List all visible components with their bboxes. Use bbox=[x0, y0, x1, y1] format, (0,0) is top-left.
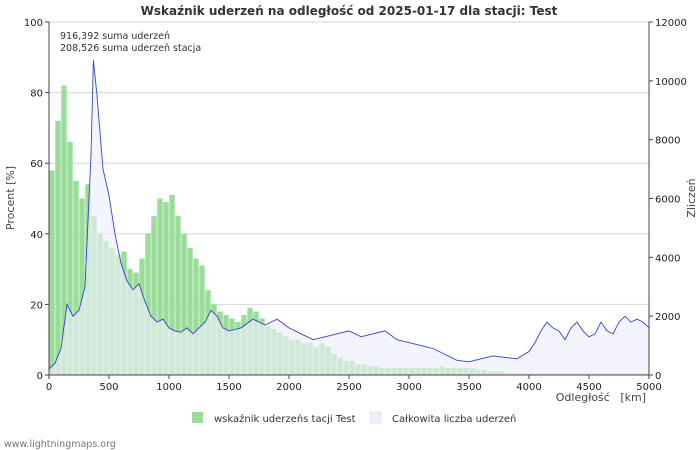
x-tick-label-3000: 3000 bbox=[396, 382, 421, 393]
y-left-tick-label-60: 60 bbox=[30, 159, 43, 170]
y-right-tick-label-4000: 4000 bbox=[655, 253, 680, 264]
bar-1000 bbox=[169, 194, 175, 375]
bar-150 bbox=[67, 142, 73, 375]
area-fill-total-strokes bbox=[49, 60, 649, 375]
legend-swatch-total-strokes bbox=[369, 411, 382, 424]
bar-1050 bbox=[175, 216, 181, 375]
x-tick-label-3500: 3500 bbox=[456, 382, 481, 393]
annotation-total-strokes: 916,392 suma uderzeń bbox=[60, 31, 170, 42]
x-tick-label-500: 500 bbox=[99, 382, 118, 393]
area-series bbox=[48, 60, 650, 375]
bar-1150 bbox=[187, 247, 193, 375]
y-right-tick-label-12000: 12000 bbox=[655, 18, 687, 29]
x-tick-label-5000: 5000 bbox=[636, 382, 661, 393]
x-tick-label-4500: 4500 bbox=[576, 382, 601, 393]
x-tick-label-2000: 2000 bbox=[276, 382, 301, 393]
y-left-tick-label-20: 20 bbox=[30, 300, 43, 311]
y-right-tick-label-0: 0 bbox=[655, 371, 661, 382]
y-right-tick-label-10000: 10000 bbox=[655, 77, 687, 88]
bar-900 bbox=[157, 198, 163, 375]
chart-title: Wskaźnik uderzeń na odległość od 2025-01… bbox=[141, 4, 558, 18]
y-right-tick-label-6000: 6000 bbox=[655, 195, 680, 206]
y-left-tick-labels: 0 20 40 60 80 100 bbox=[24, 18, 49, 382]
y-left-tick-label-80: 80 bbox=[30, 89, 43, 100]
bar-1200 bbox=[193, 258, 199, 375]
y-left-tick-label-100: 100 bbox=[24, 18, 43, 29]
x-tick-label-1500: 1500 bbox=[216, 382, 241, 393]
y-right-tick-label-2000: 2000 bbox=[655, 312, 680, 323]
bar-200 bbox=[73, 180, 79, 375]
legend-swatch-station-ratio bbox=[192, 412, 203, 423]
bar-100 bbox=[61, 85, 67, 375]
annotation-station-strokes: 208,526 suma uderzeń stacja bbox=[60, 43, 201, 54]
y-left-tick-label-0: 0 bbox=[37, 371, 43, 382]
legend-label-total-strokes: Całkowita liczba uderzeń bbox=[392, 413, 516, 425]
bar-250 bbox=[79, 198, 85, 375]
y-right-tick-labels: 0 2000 4000 6000 8000 10000 12000 bbox=[649, 18, 687, 382]
y-left-tick-label-40: 40 bbox=[30, 230, 43, 241]
bar-0 bbox=[49, 170, 55, 375]
y-left-axis-label: Procent [%] bbox=[4, 166, 17, 230]
x-tick-label-1000: 1000 bbox=[156, 382, 181, 393]
x-tick-label-0: 0 bbox=[46, 382, 52, 393]
x-tick-label-2500: 2500 bbox=[336, 382, 361, 393]
bar-1250 bbox=[199, 265, 205, 375]
bar-50 bbox=[55, 120, 61, 375]
watermark: www.lightningmaps.org bbox=[4, 439, 116, 450]
bar-800 bbox=[145, 233, 151, 375]
x-tick-label-4000: 4000 bbox=[516, 382, 541, 393]
bar-950 bbox=[163, 202, 169, 375]
bar-850 bbox=[151, 216, 157, 375]
y-right-tick-label-8000: 8000 bbox=[655, 136, 680, 147]
bar-1100 bbox=[181, 233, 187, 375]
legend-label-station-ratio: wskaźnik uderzeńs tacji Test bbox=[214, 413, 356, 425]
area-line-total-strokes bbox=[48, 60, 650, 370]
x-tick-labels: 0 500 1000 1500 2000 2500 3000 3500 4000 4500 5000 bbox=[46, 375, 662, 393]
x-axis-label: Odległość [km] bbox=[556, 391, 646, 404]
y-right-axis-label: Zliczeń bbox=[685, 178, 698, 217]
